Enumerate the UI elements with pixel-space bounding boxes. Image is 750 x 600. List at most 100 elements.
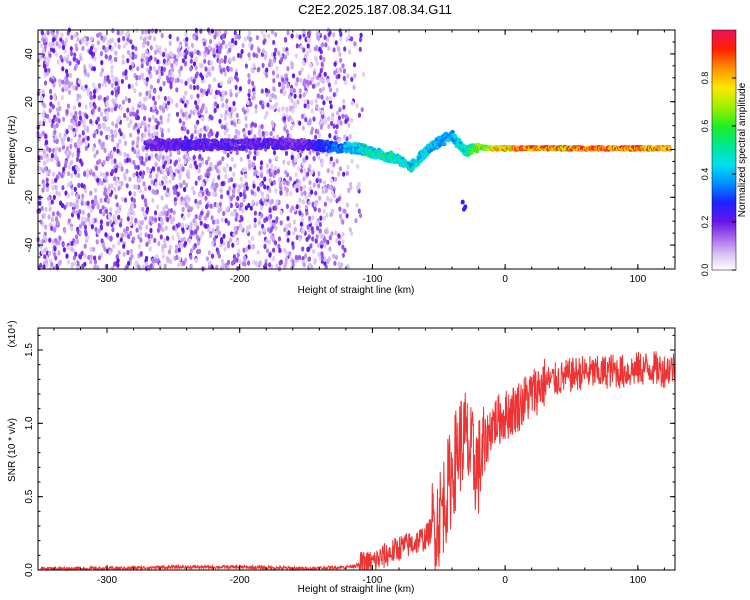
spectrogram-cell <box>97 95 101 101</box>
spectrogram-cell <box>107 78 111 85</box>
spectrogram-cell <box>179 108 183 114</box>
spectrogram-cell <box>166 187 170 193</box>
spectrogram-cell <box>43 160 47 166</box>
spectrogram-cell <box>195 71 199 77</box>
colorbar-tick-label: 0.6 <box>700 120 710 133</box>
spectrogram-cell <box>59 54 63 61</box>
spectrogram-cell <box>96 177 100 183</box>
spectrogram-cell <box>140 174 145 180</box>
spectrogram-cell <box>157 222 161 229</box>
spectrogram-cell <box>263 184 267 190</box>
spectrogram-cell <box>82 221 86 227</box>
spectrogram-cell <box>74 251 78 257</box>
spectrogram-cell <box>237 34 241 40</box>
spectrogram-cell <box>277 236 282 242</box>
spectrogram-cell <box>312 116 316 122</box>
spectrogram-cell <box>239 191 243 198</box>
spectrogram-cell <box>83 64 87 70</box>
spectrogram-cell <box>301 228 305 234</box>
spectrogram-cell <box>72 131 76 137</box>
spectrogram-cell <box>247 30 252 36</box>
spectrogram-cell <box>334 254 338 261</box>
spectrogram-cell <box>310 189 314 195</box>
spectrogram-cell <box>335 198 339 204</box>
spectrogram-cell <box>139 225 143 231</box>
spectrogram-cell <box>201 160 205 166</box>
spectrogram-cell <box>67 89 72 95</box>
spectrogram-cell <box>198 162 202 168</box>
spectrogram-cell <box>292 230 296 236</box>
spectrogram-cell <box>106 221 110 227</box>
spectrogram-cell <box>89 36 94 42</box>
spectrogram-cell <box>42 213 47 219</box>
spectrogram-cell <box>88 221 92 227</box>
spectrogram-cell <box>143 105 147 111</box>
spectrogram-cell <box>58 82 62 88</box>
spectrogram-cell <box>314 190 318 196</box>
spectrogram-cell <box>175 184 179 190</box>
spectrogram-cell <box>163 160 167 166</box>
spectrogram-cell <box>54 52 59 58</box>
spectrogram-cell <box>272 78 276 84</box>
spectrogram-cell <box>239 156 243 162</box>
spectrogram-cell <box>117 179 121 185</box>
spectrogram-cell <box>58 235 62 241</box>
spectrogram-cell <box>145 255 149 261</box>
spectrogram-cell <box>97 124 102 130</box>
spectrogram-cell <box>156 166 161 172</box>
spectrogram-cell <box>104 54 108 60</box>
spectrogram-cell <box>264 87 268 93</box>
spectrogram-cell <box>230 120 234 126</box>
spectrogram-cell <box>126 212 130 218</box>
spectrogram-cell <box>267 33 271 39</box>
spectrogram-cell <box>317 132 322 138</box>
spectrogram-cell <box>92 82 96 88</box>
spectrogram-cell <box>79 55 83 62</box>
spectrogram-cell <box>333 260 337 266</box>
spectrogram-cell <box>306 80 310 86</box>
spectrogram-cell <box>43 254 47 260</box>
spectrogram-cell <box>51 211 56 217</box>
spectrogram-cell <box>263 55 267 61</box>
spectrogram-cell <box>227 133 231 139</box>
spectrogram-cell <box>155 173 159 179</box>
spectrogram-cell <box>44 224 48 230</box>
spectrogram-cell <box>350 36 354 42</box>
spectrogram-cell <box>143 121 147 127</box>
spectrogram-cell <box>211 65 215 71</box>
spectrogram-cell <box>134 54 138 60</box>
spectrogram-cell <box>278 81 282 87</box>
spectrogram-cell <box>102 37 106 43</box>
spectrogram-cell <box>60 173 64 179</box>
spectrogram-cell <box>341 113 345 119</box>
spectrogram-cell <box>138 91 142 97</box>
spectrogram-cell <box>39 120 44 126</box>
spectrogram-cell <box>103 147 107 153</box>
spectrogram-cell <box>203 52 207 58</box>
spectrogram-cell <box>126 107 130 113</box>
spectrogram-cell <box>206 125 210 131</box>
spectrogram-cell <box>126 249 130 256</box>
spectrogram-cell <box>256 186 260 192</box>
spectrogram-cell <box>48 108 52 114</box>
spectrogram-cell <box>131 140 135 146</box>
spectrogram-cell <box>55 117 59 123</box>
spectrogram-cell <box>186 45 190 51</box>
spectrogram-cell <box>268 178 272 184</box>
spectrogram-cell <box>140 72 144 78</box>
spectrogram-cell <box>92 133 96 139</box>
spectrogram-cell <box>345 37 349 43</box>
spectrogram-cell <box>304 204 309 210</box>
spectrogram-cell <box>63 204 67 210</box>
spectrogram-cell <box>144 127 148 133</box>
spectrogram-cell <box>168 214 172 220</box>
spectrogram-cell <box>135 171 139 177</box>
spectrogram-cell <box>284 73 288 79</box>
spectrogram-cell <box>42 234 46 240</box>
spectrogram-cell <box>108 250 112 256</box>
spectrogram-cell <box>244 205 248 211</box>
spectrogram-cell <box>158 181 162 187</box>
spectrogram-cell <box>83 37 87 43</box>
spectrogram-cell <box>162 163 166 169</box>
spectrogram-cell <box>66 103 71 109</box>
